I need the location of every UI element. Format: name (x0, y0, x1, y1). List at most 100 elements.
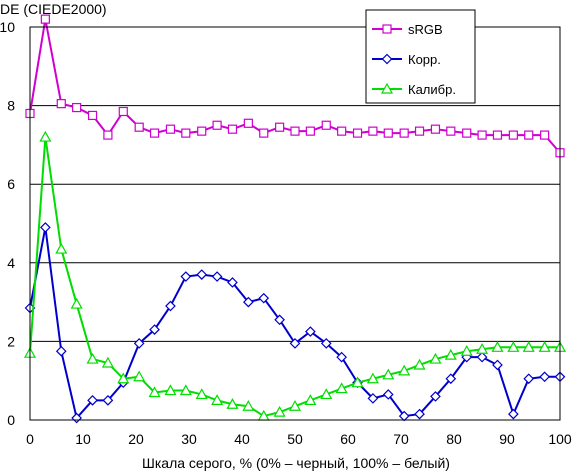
legend-marker (380, 82, 394, 94)
x-tick-label: 0 (26, 431, 34, 447)
legend-entry: Корр. (372, 52, 441, 67)
legend-label: Калибр. (408, 82, 456, 97)
data-point (259, 128, 269, 138)
x-tick-label: 60 (340, 431, 356, 447)
data-point (103, 130, 113, 140)
data-point (275, 122, 285, 132)
data-point (321, 120, 331, 130)
data-point (491, 341, 504, 352)
data-point (55, 345, 67, 357)
data-point (72, 102, 82, 113)
data-point (320, 388, 333, 400)
data-point (289, 338, 301, 349)
x-tick-label: 20 (128, 431, 144, 447)
data-point (352, 128, 363, 138)
data-point (226, 398, 239, 409)
data-point (181, 128, 191, 138)
data-point (243, 118, 253, 128)
data-point (460, 344, 473, 356)
data-point (508, 408, 519, 420)
data-point (70, 297, 83, 309)
y-tick-label: 4 (7, 255, 15, 271)
data-point (446, 126, 456, 136)
legend-label: sRGB (408, 22, 443, 37)
data-point (382, 389, 394, 400)
data-point (462, 128, 472, 138)
y-tick-label: 10 (0, 19, 15, 35)
data-point (538, 341, 551, 352)
x-tick-label: 100 (548, 431, 572, 447)
data-point (398, 364, 411, 376)
data-point (180, 271, 192, 282)
x-tick-label: 80 (446, 431, 462, 447)
legend-marker (381, 53, 393, 65)
data-point (274, 314, 285, 326)
data-point (413, 358, 426, 370)
data-point (383, 128, 393, 138)
y-tick-label: 0 (7, 412, 15, 428)
legend-label: Корр. (408, 52, 441, 67)
data-point (304, 394, 317, 405)
data-point (39, 130, 52, 142)
data-point (539, 371, 550, 383)
legend-entry: Калибр. (372, 82, 456, 97)
data-point (477, 130, 487, 140)
data-point (414, 126, 425, 136)
data-point (320, 338, 332, 349)
data-point (335, 382, 348, 394)
data-point (368, 126, 378, 136)
x-axis-label: Шкала серого, % (0% – черный, 100% – бел… (142, 455, 450, 471)
x-tick-label: 90 (499, 431, 515, 447)
data-point (445, 373, 457, 385)
plot-frame (29, 26, 561, 421)
series-line-2 (29, 226, 560, 420)
data-point (398, 410, 410, 422)
data-point (179, 384, 192, 396)
data-point (429, 352, 442, 364)
data-point (134, 122, 144, 132)
data-point (40, 14, 50, 24)
data-point (197, 126, 207, 136)
data-point (87, 110, 98, 121)
data-point (40, 222, 51, 233)
data-point (430, 124, 441, 134)
data-point (133, 338, 145, 349)
data-point (149, 128, 160, 138)
data-point (258, 292, 270, 304)
data-point (414, 408, 425, 420)
data-point (523, 373, 535, 385)
data-point (367, 393, 379, 404)
data-point (522, 341, 535, 352)
data-point (164, 384, 177, 396)
data-point (382, 368, 395, 380)
data-point (165, 300, 176, 312)
data-point (195, 388, 208, 400)
series-1 (25, 14, 565, 158)
data-point (118, 106, 128, 117)
data-point (430, 391, 441, 402)
data-point (524, 130, 534, 140)
data-point (196, 269, 208, 280)
series-2 (24, 222, 566, 424)
y-axis-label: DE (CIEDE2000) (0, 1, 107, 17)
x-tick-label: 70 (393, 431, 409, 447)
data-point (227, 124, 238, 134)
data-point (273, 405, 286, 417)
data-point (149, 324, 160, 335)
data-point (56, 99, 66, 109)
data-point (101, 356, 114, 368)
data-point (211, 394, 224, 405)
data-point (148, 386, 161, 398)
data-point (492, 359, 503, 371)
x-tick-labels: 0 10 20 30 40 50 60 70 80 90 100 (26, 431, 572, 447)
data-point (212, 120, 222, 130)
series-line-3 (29, 136, 560, 418)
x-tick-label: 50 (287, 431, 303, 447)
y-tick-labels: 0 2 4 6 8 10 (0, 19, 15, 428)
data-point (476, 343, 489, 354)
data-point (508, 130, 518, 140)
x-tick-label: 40 (234, 431, 250, 447)
data-point (351, 376, 364, 388)
data-point (55, 242, 68, 254)
